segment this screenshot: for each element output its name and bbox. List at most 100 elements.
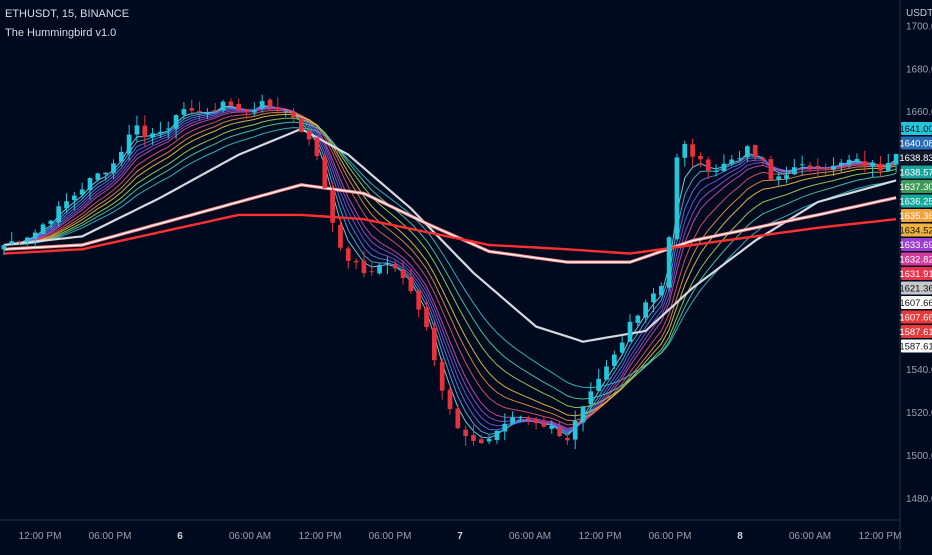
price-tick-label: 1540.00 — [906, 365, 932, 376]
candle-body — [784, 175, 789, 179]
price-badge — [901, 180, 932, 193]
candle-body — [478, 439, 484, 444]
candle-body — [275, 107, 281, 110]
price-tick-label: 1500.00 — [906, 451, 932, 462]
price-tick-label: 1680.00 — [906, 64, 932, 75]
candle-body — [705, 159, 711, 171]
candle-body — [353, 260, 359, 263]
price-tick-label: 1660.00 — [906, 107, 932, 118]
candle-body — [244, 110, 249, 112]
price-badge-label: 1638.83 — [899, 153, 932, 164]
time-tick-label: 06:00 AM — [509, 531, 551, 542]
long-ma-line-inner — [3, 184, 897, 263]
indicator-title[interactable]: The Hummingbird v1.0 — [5, 27, 117, 39]
candle-body — [306, 130, 312, 140]
candle-body — [322, 157, 328, 189]
candle-body — [486, 438, 492, 442]
candle-body — [690, 144, 695, 157]
longest-ma-line — [3, 213, 897, 255]
candle-body — [541, 422, 547, 427]
candle-body — [259, 101, 265, 109]
currency-label: USDT — [906, 8, 932, 19]
candle-body — [838, 162, 844, 166]
candle-body — [361, 260, 367, 274]
candle-body — [893, 154, 899, 165]
ribbon-line-8 — [3, 113, 897, 417]
time-tick-label: 8 — [737, 531, 743, 542]
candle-body — [447, 389, 453, 410]
candle-body — [533, 419, 539, 424]
candle-body — [205, 112, 210, 115]
time-tick-label: 06:00 PM — [369, 531, 412, 542]
candle-body — [799, 164, 805, 166]
candle-body — [40, 224, 46, 235]
candle-body — [392, 263, 398, 269]
candle-body — [181, 109, 187, 115]
price-badge-label: 1631.91 — [899, 269, 932, 280]
candle-body — [588, 391, 594, 405]
candle-body — [283, 111, 288, 113]
candle-body — [72, 195, 77, 201]
price-axis-labels: 1480.00 1500.00 1520.00 1540.00 1660.00 1680.… — [906, 21, 932, 505]
candle-body — [525, 418, 531, 420]
candle-body — [173, 115, 179, 129]
candle-body — [823, 167, 828, 169]
candle-body — [878, 163, 883, 171]
candle-body — [165, 128, 171, 130]
candle-body — [885, 162, 891, 171]
price-badge-label: 1607.66 — [899, 312, 932, 323]
symbol-title[interactable]: ETHUSDT, 15, BINANCE — [5, 8, 130, 20]
time-tick-label: 06:00 AM — [229, 531, 271, 542]
candle-body — [298, 118, 304, 132]
price-badge — [901, 194, 932, 208]
candle-body — [854, 159, 860, 162]
ribbon-line-5 — [3, 108, 897, 429]
time-tick-label: 12:00 PM — [859, 531, 902, 542]
candle-body — [134, 125, 140, 135]
candle-body — [118, 151, 124, 162]
candle-body — [604, 366, 609, 380]
candle-body — [228, 101, 234, 106]
candle-body — [815, 165, 821, 168]
price-badge-label: 1632.82 — [899, 254, 932, 265]
price-badge — [901, 223, 932, 237]
price-badge-label: 1587.61 — [899, 341, 932, 352]
candle-body — [95, 173, 101, 180]
candle-body — [612, 354, 617, 366]
candle-body — [674, 157, 680, 239]
time-tick-label: 12:00 PM — [19, 531, 62, 542]
time-tick-label: 12:00 PM — [299, 531, 342, 542]
candle-body — [32, 232, 38, 239]
candle-body — [666, 237, 672, 288]
price-badge — [901, 209, 932, 222]
candle-body — [768, 159, 774, 180]
price-badge-label: 1634.52 — [899, 225, 932, 236]
candle-body — [17, 241, 22, 243]
candle-body — [737, 158, 742, 160]
price-badge-label: 1587.61 — [899, 327, 932, 338]
candle-body — [126, 134, 132, 154]
candle-body — [212, 110, 218, 112]
candle-body — [658, 286, 664, 296]
candle-body — [565, 437, 570, 441]
candle-body — [9, 241, 15, 244]
price-tick-label: 1520.00 — [906, 408, 932, 419]
time-tick-label: 06:00 PM — [89, 531, 132, 542]
ribbon-line-9 — [3, 117, 897, 409]
candle-body — [455, 408, 461, 429]
candle-body — [385, 262, 390, 264]
candle-body — [189, 108, 195, 111]
price-badge — [901, 325, 932, 338]
time-axis-labels: 12:00 PM 06:00 PM 6 06:00 AM 12:00 PM 06:00 P… — [19, 531, 902, 542]
price-tick-label: 1480.00 — [906, 494, 932, 505]
candle-body — [572, 421, 578, 440]
candle-body — [48, 220, 54, 224]
candle-body — [510, 417, 515, 424]
candle-body — [729, 159, 735, 164]
candle-body — [267, 99, 273, 107]
price-badge-label: 1638.57 — [899, 167, 932, 178]
price-badge-label: 1633.69 — [899, 240, 932, 251]
candle-body — [494, 430, 500, 440]
candle-body — [79, 189, 85, 195]
